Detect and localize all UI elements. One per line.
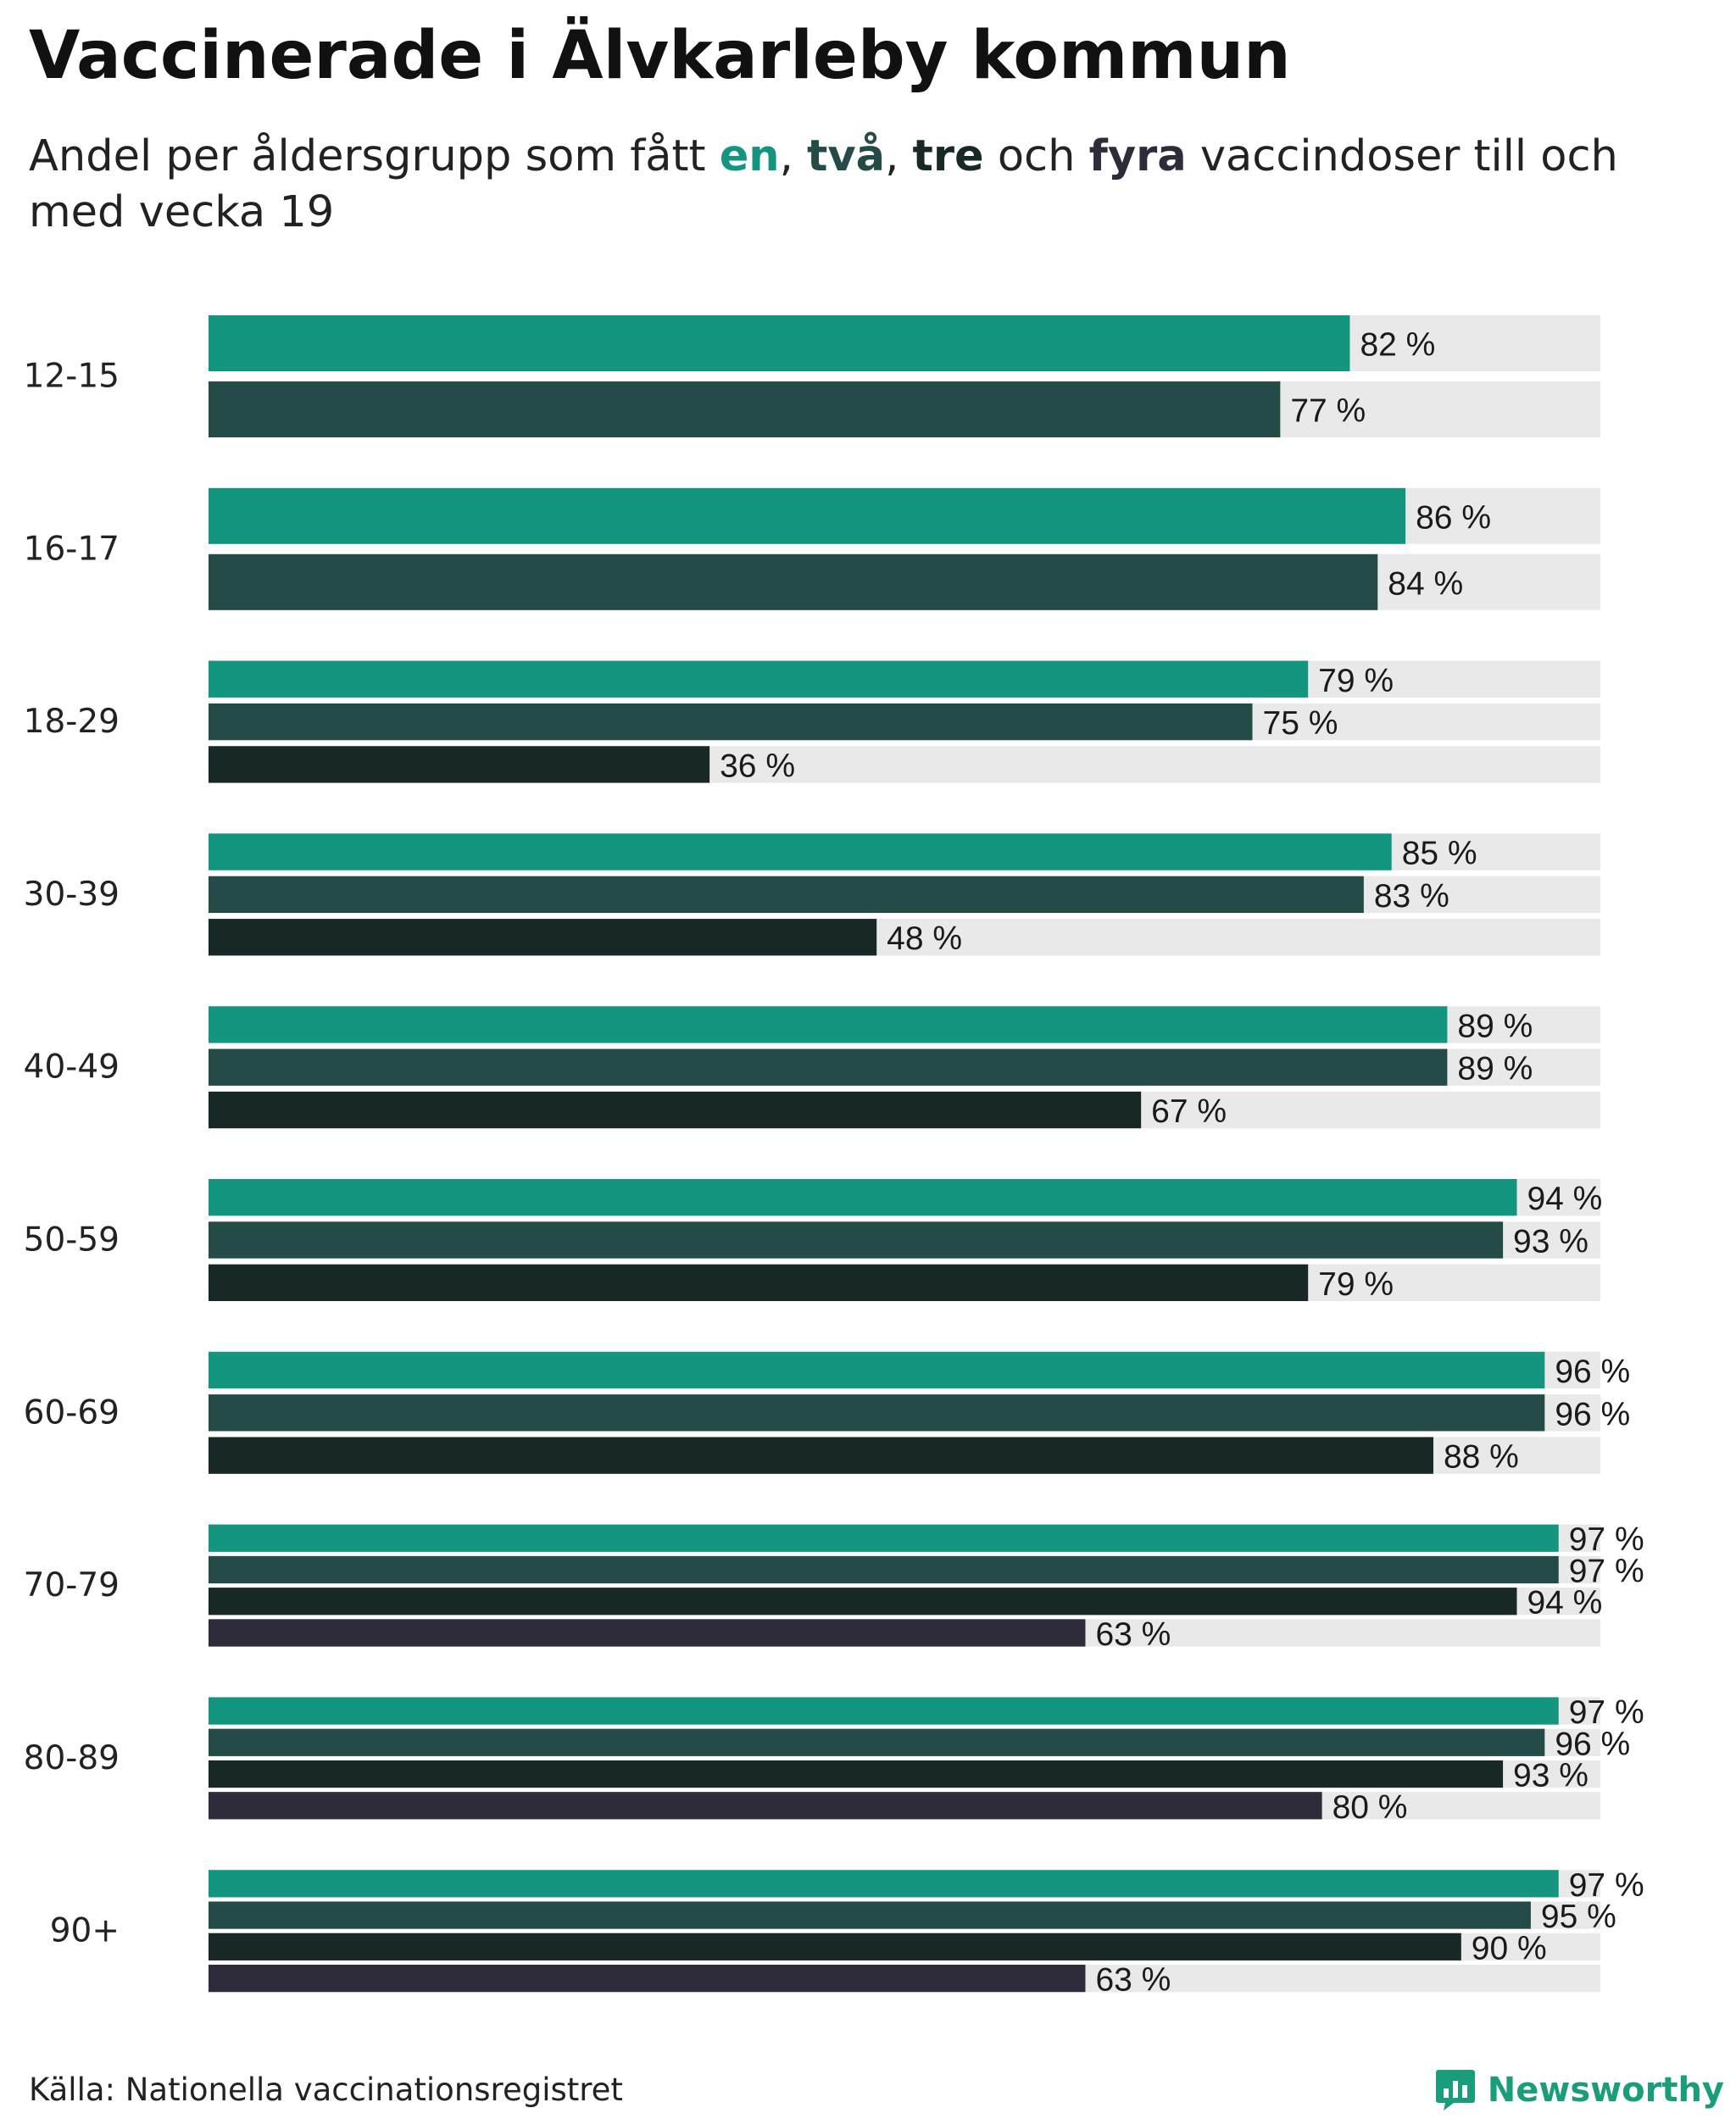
chart-subtitle: Andel per åldersgrupp som fått en, två, … — [29, 129, 1639, 241]
bar — [209, 1524, 1559, 1552]
subtitle-separator-1: , — [779, 131, 808, 181]
bar — [209, 1870, 1559, 1898]
subtitle-separator-2: , — [885, 131, 913, 181]
data-label: 97 % — [1569, 1553, 1644, 1589]
bar — [209, 487, 1406, 544]
bar-group: 18-29 79 % 75 % 36 % — [24, 660, 1600, 784]
newsworthy-logo-icon — [1435, 2070, 1475, 2111]
bar — [209, 746, 710, 783]
subtitle-text-end: vaccindoser till och med vecka 19 — [29, 131, 1618, 237]
bar — [209, 1901, 1531, 1929]
data-label: 85 % — [1402, 836, 1477, 872]
category-label: 50-59 — [24, 1221, 120, 1260]
bar — [209, 1728, 1545, 1756]
data-label: 79 % — [1318, 663, 1394, 699]
data-label: 93 % — [1513, 1758, 1589, 1794]
bar — [209, 1760, 1504, 1788]
chart-title: Vaccinerade i Älvkarleby kommun — [29, 18, 1291, 94]
data-label: 77 % — [1290, 393, 1366, 430]
category-label: 60-69 — [24, 1393, 120, 1432]
bar-chart: 12-15 82 % 77 % 16-17 86 % 84 % 18-29 79 % 75 % 3… — [24, 315, 1644, 1999]
data-label: 96 % — [1555, 1396, 1630, 1432]
data-label: 94 % — [1527, 1181, 1602, 1217]
category-label: 18-29 — [24, 703, 120, 741]
category-label: 16-17 — [24, 530, 120, 568]
data-label: 67 % — [1151, 1093, 1227, 1130]
data-label: 80 % — [1333, 1789, 1408, 1826]
subtitle-text-start: Andel per åldersgrupp som fått — [29, 131, 720, 181]
category-label: 12-15 — [24, 358, 120, 396]
bar — [209, 1792, 1322, 1820]
data-label: 93 % — [1513, 1224, 1589, 1260]
bar — [209, 1006, 1448, 1043]
bar — [209, 1048, 1448, 1086]
data-label: 96 % — [1555, 1726, 1630, 1762]
brand-name: Newsworthy — [1487, 2071, 1724, 2110]
bar — [209, 1697, 1559, 1725]
bar-group: 12-15 82 % 77 % — [24, 315, 1600, 437]
bar — [209, 833, 1392, 870]
bar-group: 50-59 94 % 93 % 79 % — [24, 1179, 1602, 1303]
data-label: 84 % — [1388, 565, 1463, 602]
subtitle-dose-four: fyra — [1088, 131, 1187, 181]
bar — [209, 703, 1253, 741]
data-label: 75 % — [1263, 705, 1338, 742]
category-label: 70-79 — [24, 1566, 120, 1605]
data-label: 82 % — [1360, 327, 1435, 364]
data-label: 97 % — [1569, 1521, 1644, 1558]
category-label: 40-49 — [24, 1048, 120, 1087]
bar — [209, 1555, 1559, 1584]
brand-logo: Newsworthy — [1435, 2068, 1724, 2112]
bar-group: 16-17 86 % 84 % — [24, 487, 1600, 610]
data-label: 48 % — [887, 920, 962, 957]
bar-group: 80-89 97 %96 %93 % 80 % — [24, 1694, 1644, 1826]
data-label: 86 % — [1416, 499, 1491, 536]
subtitle-text-mid: och — [983, 131, 1089, 181]
data-label: 83 % — [1374, 878, 1449, 915]
data-label: 79 % — [1318, 1266, 1394, 1303]
data-label: 97 % — [1569, 1694, 1644, 1731]
data-label: 90 % — [1472, 1930, 1547, 1966]
bar-group: 30-39 85 % 83 % 48 % — [24, 833, 1600, 957]
data-label: 89 % — [1457, 1008, 1533, 1044]
bar — [209, 1264, 1309, 1301]
bar — [209, 315, 1350, 371]
data-label: 88 % — [1444, 1439, 1519, 1476]
bar — [209, 919, 877, 956]
category-label: 30-39 — [24, 876, 120, 914]
data-label: 95 % — [1541, 1899, 1616, 1935]
bar — [209, 1964, 1086, 1993]
bar — [209, 876, 1364, 914]
data-label: 63 % — [1095, 1616, 1171, 1653]
source-note: Källa: Nationella vaccinationsregistret — [29, 2072, 623, 2108]
bar — [209, 1588, 1517, 1616]
data-label: 36 % — [720, 748, 795, 784]
bar-group: 90+ 97 %95 %90 % 63 % — [50, 1867, 1644, 1999]
subtitle-dose-one: en — [719, 131, 780, 181]
subtitle-dose-three: tre — [912, 131, 984, 181]
data-label: 63 % — [1095, 1962, 1171, 1999]
bar-group: 60-69 96 % 96 % 88 % — [24, 1351, 1630, 1476]
bar — [209, 1933, 1461, 1960]
bar-group: 40-49 89 % 89 % 67 % — [24, 1006, 1600, 1130]
bar — [209, 1179, 1517, 1216]
data-label: 89 % — [1457, 1051, 1533, 1087]
bar — [209, 1351, 1545, 1389]
subtitle-dose-two: två — [807, 131, 886, 181]
bar — [209, 660, 1309, 698]
data-label: 97 % — [1569, 1867, 1644, 1904]
category-label: 90+ — [50, 1912, 120, 1950]
bar — [209, 553, 1378, 610]
data-label: 96 % — [1555, 1354, 1630, 1390]
bar — [209, 1221, 1504, 1259]
bar — [209, 1394, 1545, 1432]
category-label: 80-89 — [24, 1739, 120, 1777]
bar — [209, 1619, 1086, 1647]
bar — [209, 1437, 1433, 1474]
data-label: 94 % — [1527, 1585, 1602, 1621]
bar — [209, 1091, 1142, 1129]
bar — [209, 381, 1281, 437]
